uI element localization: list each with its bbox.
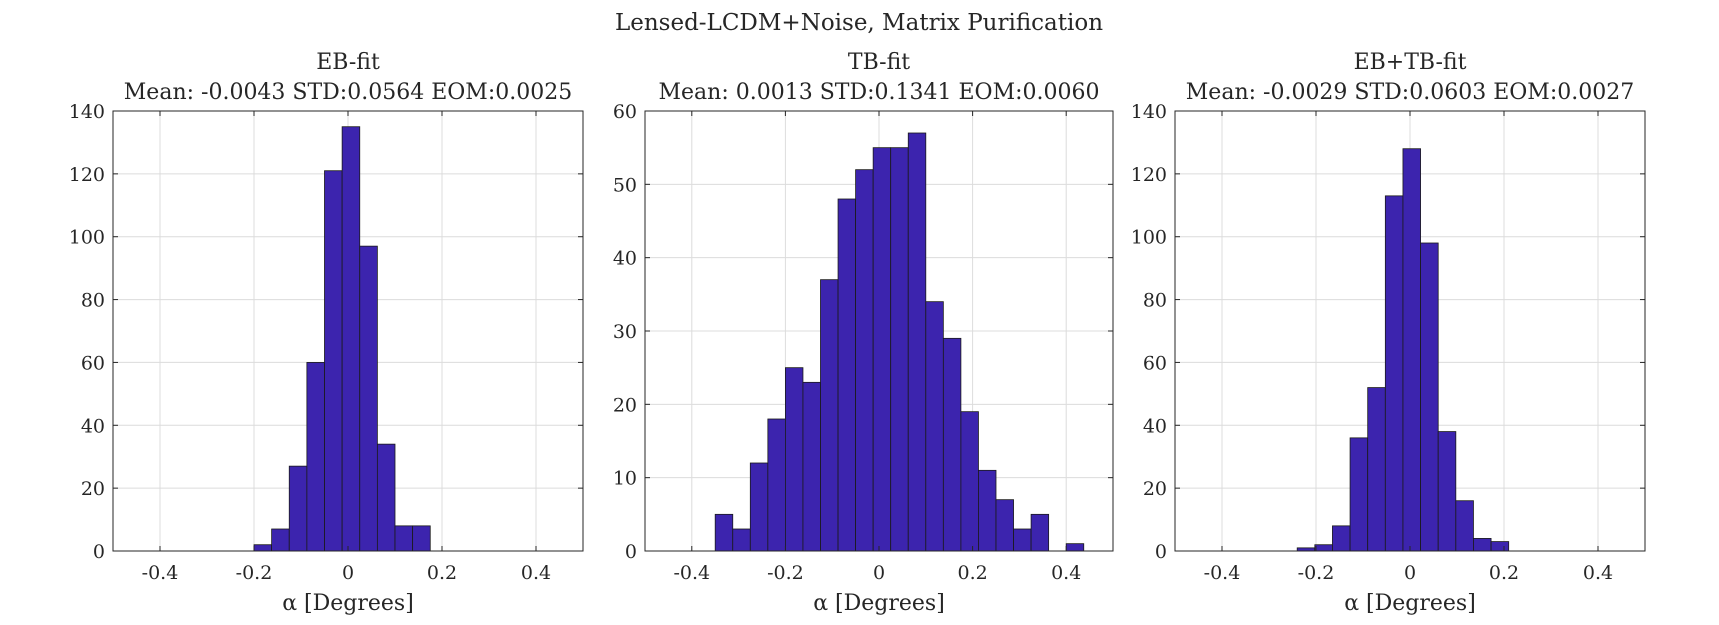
panel-eb-fit: EB-fit Mean: -0.0043 STD:0.0564 EOM:0.00… <box>69 50 584 616</box>
histogram-bar <box>925 301 944 552</box>
y-tick-label: 60 <box>613 101 637 123</box>
histogram-bar <box>820 279 839 552</box>
histogram-bar <box>288 465 308 552</box>
x-tick-label: 0.4 <box>521 562 551 584</box>
panel-title: EB-fit <box>316 50 380 75</box>
panel-tb-fit: TB-fit Mean: 0.0013 STD:0.1341 EOM:0.006… <box>613 50 1114 616</box>
histogram-bar <box>306 362 325 552</box>
histogram-bar <box>802 381 821 552</box>
panel-eb-tb-fit: EB+TB-fit Mean: -0.0029 STD:0.0603 EOM:0… <box>1131 50 1646 616</box>
y-tick-label: 60 <box>1143 352 1167 374</box>
y-tick-label: 30 <box>613 321 637 343</box>
x-tick-label: 0 <box>873 562 885 584</box>
x-tick-label: 0 <box>342 562 354 584</box>
y-tick-label: 40 <box>613 248 637 270</box>
histogram-bar <box>978 469 997 552</box>
histogram-bar <box>872 147 892 552</box>
y-tick-label: 40 <box>81 415 105 437</box>
x-tick-label: 0.2 <box>1489 562 1519 584</box>
y-tick-label: 80 <box>81 290 105 312</box>
histogram-bar <box>412 525 431 552</box>
histogram-bar <box>785 367 804 552</box>
x-tick-label: 0.2 <box>427 562 457 584</box>
y-tick-label: 100 <box>69 227 105 249</box>
histogram-bar <box>1455 500 1474 552</box>
y-tick-label: 60 <box>81 352 105 374</box>
histogram-bar <box>1437 431 1457 552</box>
panel-title: TB-fit <box>848 50 910 75</box>
y-tick-label: 120 <box>69 164 105 186</box>
histogram-bar <box>341 126 361 552</box>
histogram-bar <box>890 147 909 552</box>
histogram-bar <box>1473 538 1492 552</box>
x-tick-label: -0.4 <box>142 562 179 584</box>
y-tick-label: 20 <box>613 394 637 416</box>
histogram-bar <box>1030 513 1050 552</box>
x-tick-label: 0.2 <box>957 562 987 584</box>
y-tick-label: 140 <box>69 101 105 123</box>
x-axis-label: α [Degrees] <box>282 591 414 616</box>
histogram-bar <box>960 411 979 552</box>
y-tick-label: 100 <box>1131 227 1167 249</box>
histogram-bar <box>376 443 396 552</box>
histogram-bar <box>1402 148 1421 552</box>
plot-area: -0.4 -0.2 0 0.2 0.4 0 10 20 30 40 50 60 <box>613 101 1114 584</box>
panel-title: EB+TB-fit <box>1354 50 1467 75</box>
histogram-bar <box>855 169 874 552</box>
histogram-bar <box>1065 543 1085 552</box>
histogram-bar <box>394 525 414 552</box>
y-tick-label: 10 <box>613 468 637 490</box>
y-tick-label: 80 <box>1143 290 1167 312</box>
histogram-bar <box>1332 525 1351 552</box>
x-tick-label: -0.2 <box>1298 562 1335 584</box>
x-tick-label: 0.4 <box>1583 562 1613 584</box>
histogram-bar <box>1314 544 1333 552</box>
x-tick-label: -0.2 <box>236 562 273 584</box>
histogram-bar <box>271 528 290 552</box>
histogram-bar <box>732 528 751 552</box>
histogram-bar <box>767 418 786 552</box>
x-axis-label: α [Degrees] <box>813 591 945 616</box>
histogram-bar <box>1420 242 1439 552</box>
histogram-bar <box>995 499 1014 552</box>
plot-area: -0.4 -0.2 0 0.2 0.4 0 20 40 60 80 100 120 140 <box>69 101 584 584</box>
histogram-bar <box>1013 528 1032 552</box>
y-tick-label: 120 <box>1131 164 1167 186</box>
panel-stats: Mean: -0.0043 STD:0.0564 EOM:0.0025 <box>124 80 572 105</box>
histogram-bar <box>324 170 343 552</box>
y-tick-label: 50 <box>613 174 637 196</box>
histogram-bar <box>942 337 962 552</box>
x-tick-label: -0.4 <box>1204 562 1241 584</box>
y-tick-label: 140 <box>1131 101 1167 123</box>
histogram-bar <box>1490 541 1510 552</box>
y-tick-label: 40 <box>1143 415 1167 437</box>
panel-stats: Mean: 0.0013 STD:0.1341 EOM:0.0060 <box>659 80 1100 105</box>
panel-stats: Mean: -0.0029 STD:0.0603 EOM:0.0027 <box>1186 80 1634 105</box>
histogram-bar <box>837 198 856 552</box>
histogram-bar <box>1367 387 1386 552</box>
figure-suptitle: Lensed-LCDM+Noise, Matrix Purification <box>615 10 1103 36</box>
y-tick-label: 20 <box>81 478 105 500</box>
histogram-bar <box>1384 195 1404 552</box>
x-tick-label: 0.4 <box>1051 562 1081 584</box>
histogram-bar <box>253 544 273 552</box>
histogram-bar <box>1349 437 1369 552</box>
histogram-bar <box>714 513 734 552</box>
plot-area: -0.4 -0.2 0 0.2 0.4 0 20 40 60 80 100 120 140 <box>1131 101 1646 584</box>
histogram-bar <box>907 132 927 552</box>
x-tick-label: -0.4 <box>673 562 710 584</box>
y-tick-label: 0 <box>1155 541 1167 563</box>
x-tick-label: 0 <box>1404 562 1416 584</box>
histogram-bar <box>359 245 378 552</box>
histogram-bar <box>749 462 769 552</box>
y-tick-label: 0 <box>625 541 637 563</box>
y-tick-label: 20 <box>1143 478 1167 500</box>
x-tick-label: -0.2 <box>767 562 804 584</box>
x-axis-label: α [Degrees] <box>1344 591 1476 616</box>
y-tick-label: 0 <box>93 541 105 563</box>
